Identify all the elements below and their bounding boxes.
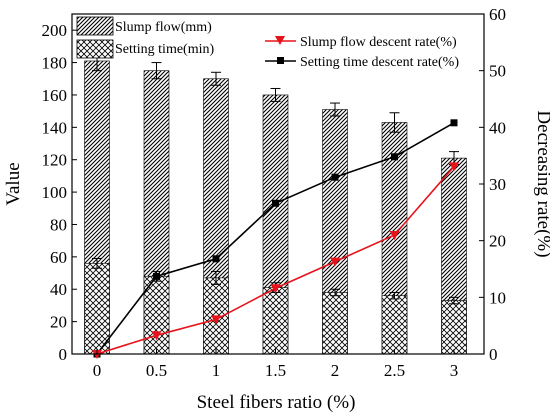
left-tick-label: 40 (50, 280, 67, 299)
bottom-tick-label: 1.5 (265, 361, 286, 380)
legend-label-setting-time: Setting time(min) (115, 42, 214, 57)
bottom-axis: 0 0.5 1 1.5 2 2.5 3 (93, 349, 459, 380)
point-slump-descent (270, 284, 281, 294)
legend-label-slump-flow: Slump flow(mm) (115, 20, 212, 35)
left-tick-label: 180 (42, 54, 68, 73)
left-tick-label: 0 (59, 345, 68, 364)
bottom-tick-label: 1 (212, 361, 221, 380)
right-tick-label: 30 (489, 175, 506, 194)
bottom-tick-label: 3 (450, 361, 459, 380)
bar-setting-time (143, 275, 170, 355)
legend-swatch-slump-flow (76, 16, 114, 36)
bottom-tick-label: 2 (331, 361, 340, 380)
point-setting-descent (153, 272, 160, 280)
legend-label-slump-descent: Slump flow descent rate(%) (300, 35, 457, 50)
point-slump-descent (330, 257, 340, 267)
point-setting-descent (212, 255, 220, 263)
bottom-tick-label: 2.5 (384, 361, 405, 380)
y-axis-title: Value (3, 162, 24, 205)
bar-setting-time (322, 292, 348, 355)
bar-setting-time (381, 295, 408, 355)
legend-marker-setting-descent (277, 57, 284, 64)
point-setting-descent (450, 119, 458, 127)
right-tick-label: 40 (489, 118, 506, 137)
bar-setting-time (441, 300, 467, 355)
right-tick-label: 20 (489, 232, 506, 251)
point-setting-descent (391, 153, 398, 161)
right-tick-label: 50 (489, 62, 506, 81)
left-tick-label: 160 (42, 86, 68, 105)
bar-setting-time (84, 263, 110, 355)
y2-axis-title: Decreasing rate(%) (533, 110, 550, 257)
point-slump-descent (389, 231, 400, 240)
legend-swatch-setting-time (76, 39, 114, 59)
left-axis: 0 20 40 60 80 100 120 140 160 180 200 (42, 21, 77, 364)
left-tick-label: 100 (42, 183, 68, 202)
point-setting-descent (331, 173, 339, 181)
point-slump-descent (449, 162, 459, 172)
point-slump-descent (151, 331, 162, 341)
right-axis: 0 10 20 30 40 50 60 (479, 5, 506, 364)
x-axis-title: Steel fibers ratio (%) (197, 392, 356, 413)
bar-setting-time (262, 287, 289, 355)
left-tick-label: 60 (50, 248, 67, 267)
legend-marker-slump-descent (275, 36, 285, 45)
legend-label-setting-descent: Setting time descent rate(%) (300, 55, 459, 70)
right-tick-label: 0 (489, 345, 498, 364)
point-setting-descent (272, 199, 279, 207)
left-tick-label: 120 (42, 151, 68, 170)
point-slump-descent (211, 315, 221, 325)
bottom-tick-label: 0.5 (146, 361, 167, 380)
left-tick-label: 140 (42, 118, 68, 137)
left-tick-label: 200 (42, 21, 68, 40)
bars-layer (84, 60, 467, 355)
legend: Slump flow(mm) Setting time(min) Slump f… (76, 16, 459, 70)
right-tick-label: 10 (489, 288, 506, 307)
right-tick-label: 60 (489, 5, 506, 24)
left-tick-label: 80 (50, 215, 67, 234)
left-tick-label: 20 (50, 313, 67, 332)
bottom-tick-label: 0 (93, 361, 102, 380)
